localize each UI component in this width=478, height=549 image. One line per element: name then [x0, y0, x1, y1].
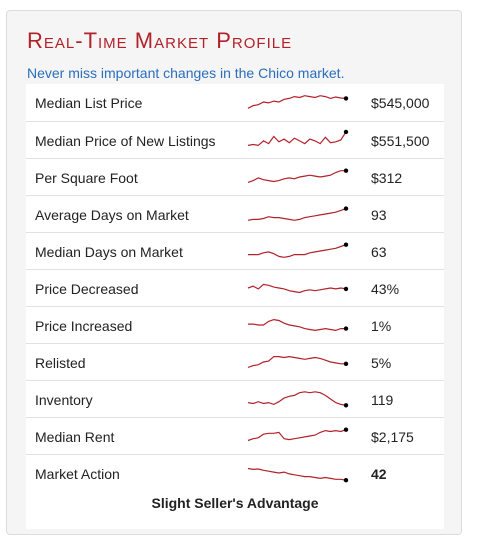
metric-value: $2,175 — [371, 429, 414, 445]
trend-sparkline — [247, 427, 349, 442]
metric-value: 5% — [371, 355, 392, 371]
sparkline-endpoint — [343, 361, 349, 366]
metric-row: Median List Price $545,000 — [26, 84, 444, 121]
metric-value: 63 — [371, 244, 387, 260]
sparkline-endpoint — [343, 206, 349, 211]
metric-label: Inventory — [35, 392, 93, 408]
sparkline-endpoint — [343, 168, 349, 173]
sparkline-endpoint — [343, 242, 349, 247]
sparkline-path — [247, 467, 347, 481]
metric-label: Median List Price — [35, 95, 143, 111]
sparkline-path — [248, 318, 346, 332]
sparkline-path — [247, 391, 347, 406]
metric-row: Price Decreased 43% — [26, 269, 444, 306]
metric-label: Median Rent — [35, 429, 115, 445]
sparkline-endpoint — [343, 96, 349, 101]
trend-sparkline — [248, 318, 349, 332]
trend-sparkline — [247, 283, 349, 294]
market-action-description: Slight Seller's Advantage — [151, 495, 319, 511]
sparkline-endpoint — [343, 478, 349, 483]
trend-sparkline — [248, 242, 349, 258]
metric-label: Median Days on Market — [35, 244, 183, 260]
trend-sparkline — [247, 391, 349, 408]
metric-label: Price Increased — [35, 318, 133, 334]
trend-sparkline — [247, 129, 349, 147]
metric-label: Relisted — [35, 355, 86, 371]
market-profile-card: Real-Time Market Profile Never miss impo… — [6, 10, 462, 535]
metric-value: $312 — [371, 170, 403, 186]
sparkline-endpoint — [343, 129, 349, 135]
sparkline-path — [247, 283, 347, 294]
market-action-footer-row: Slight Seller's Advantage — [26, 491, 444, 529]
metric-row: Median Days on Market 63 — [26, 232, 444, 269]
sparkline-endpoint — [343, 326, 349, 331]
metric-value: 42 — [371, 466, 387, 482]
sparkline-path — [247, 95, 347, 109]
metric-row: Market Action 42 — [26, 454, 444, 491]
subtitle: Never miss important changes in the Chic… — [27, 65, 345, 81]
metric-row: Price Increased 1% — [26, 306, 444, 343]
metric-value: 119 — [371, 392, 394, 408]
metric-value: 93 — [371, 207, 387, 223]
trend-sparkline — [247, 95, 349, 109]
metric-row: Average Days on Market 93 — [26, 195, 444, 232]
market-profile-table: Median List Price $545,000 Median Price of… — [26, 84, 444, 529]
metric-row: Per Square Foot $312 — [26, 158, 444, 195]
trend-sparkline — [247, 467, 349, 483]
metric-label: Average Days on Market — [35, 207, 189, 223]
metric-row: Inventory 119 — [26, 380, 444, 417]
sparkline-path — [247, 429, 347, 442]
sparkline-path — [248, 244, 347, 258]
metric-value: $551,500 — [371, 133, 430, 149]
sparkline-path — [247, 355, 346, 368]
metric-value: 43% — [371, 281, 400, 297]
metric-label: Per Square Foot — [35, 170, 138, 186]
metric-label: Median Price of New Listings — [35, 133, 216, 149]
trend-sparkline — [247, 355, 349, 368]
metric-row: Median Rent $2,175 — [26, 417, 444, 454]
metric-label: Market Action — [35, 466, 120, 482]
metric-row: Median Price of New Listings $551,500 — [26, 121, 444, 158]
trend-sparkline — [247, 206, 349, 221]
sparkline-path — [247, 208, 347, 221]
metric-row: Relisted 5% — [26, 343, 444, 380]
sparkline-path — [247, 170, 346, 183]
trend-sparkline — [247, 168, 349, 183]
sparkline-endpoint — [343, 286, 349, 292]
metric-label: Price Decreased — [35, 281, 139, 297]
page-title: Real-Time Market Profile — [27, 28, 293, 53]
sparkline-endpoint — [343, 403, 349, 408]
sparkline-endpoint — [343, 427, 349, 432]
sparkline-path — [247, 131, 347, 147]
metric-value: $545,000 — [371, 95, 430, 111]
metric-value: 1% — [371, 318, 392, 334]
